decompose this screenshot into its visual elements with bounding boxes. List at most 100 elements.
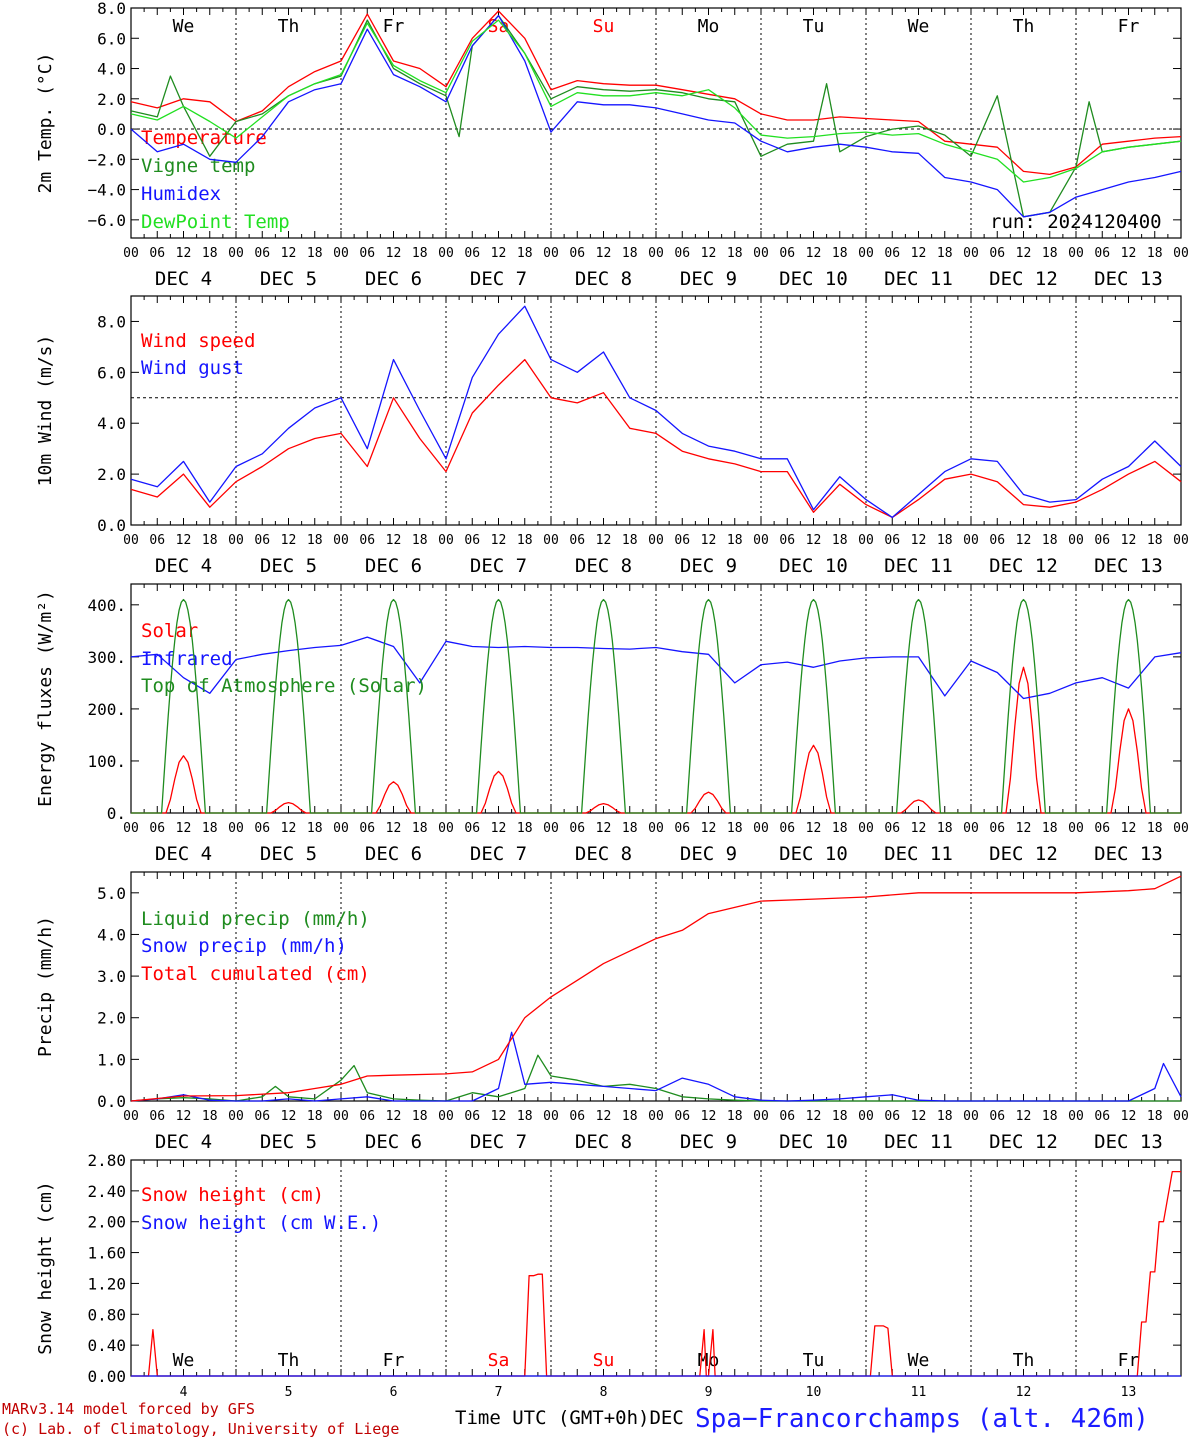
x-tick-label: 18 bbox=[412, 821, 428, 836]
x-tick-label: 00 bbox=[123, 821, 139, 836]
day-number-label: 4 bbox=[180, 1385, 188, 1400]
y-tick-label: 400. bbox=[87, 596, 126, 615]
x-tick-label: 00 bbox=[963, 821, 979, 836]
x-tick-label: 12 bbox=[281, 533, 297, 548]
date-label: DEC 10 bbox=[779, 843, 848, 865]
day-number-label: 13 bbox=[1121, 1385, 1137, 1400]
x-tick-label: 06 bbox=[779, 533, 795, 548]
series-line bbox=[130, 10, 1182, 176]
legend-entry: Total cumulated (cm) bbox=[141, 963, 370, 985]
date-label: DEC 7 bbox=[470, 1131, 527, 1153]
date-label: DEC 8 bbox=[575, 843, 632, 865]
x-tick-label: 18 bbox=[937, 1109, 953, 1124]
weekday-label: We bbox=[173, 1350, 195, 1371]
legend-entry: Liquid precip (mm/h) bbox=[141, 908, 370, 930]
x-tick-label: 00 bbox=[123, 246, 139, 261]
x-tick-label: 06 bbox=[464, 533, 480, 548]
x-tick-label: 06 bbox=[149, 1109, 165, 1124]
weekday-label: Fr bbox=[383, 1350, 405, 1371]
date-label: DEC 5 bbox=[260, 1131, 317, 1153]
x-tick-label: 06 bbox=[359, 1109, 375, 1124]
legend-entry: Snow precip (mm/h) bbox=[141, 935, 347, 957]
y-tick-label: −4.0 bbox=[87, 181, 126, 200]
run-label: run: 2024120400 bbox=[990, 211, 1162, 233]
date-label: DEC 9 bbox=[680, 268, 737, 290]
day-number-label: 6 bbox=[390, 1385, 398, 1400]
y-tick-label: 8.0 bbox=[97, 312, 126, 331]
station-label: Spa−Francorchamps (alt. 426m) bbox=[695, 1404, 1149, 1434]
x-tick-label: 12 bbox=[911, 821, 927, 836]
x-tick-label: 00 bbox=[858, 246, 874, 261]
date-label: DEC 11 bbox=[884, 843, 953, 865]
y-tick-label: 4.0 bbox=[97, 925, 126, 944]
x-tick-label: 18 bbox=[202, 533, 218, 548]
date-label: DEC 4 bbox=[155, 268, 212, 290]
x-tick-label: 18 bbox=[832, 821, 848, 836]
weekday-label: Th bbox=[278, 1350, 300, 1371]
x-tick-label: 18 bbox=[622, 821, 638, 836]
plot-frame bbox=[130, 871, 1182, 1102]
x-tick-label: 12 bbox=[1121, 821, 1137, 836]
series-line bbox=[130, 305, 1182, 519]
weekday-label: Su bbox=[593, 1350, 615, 1371]
x-tick-label: 00 bbox=[1173, 821, 1189, 836]
weekday-label: Fr bbox=[1118, 16, 1140, 37]
day-number-label: 11 bbox=[911, 1385, 927, 1400]
y-tick-label: 3.0 bbox=[97, 967, 126, 986]
y-axis-label: Snow height (cm) bbox=[35, 1181, 56, 1354]
day-number-label: 10 bbox=[806, 1385, 822, 1400]
day-number-label: 8 bbox=[600, 1385, 608, 1400]
x-tick-label: 12 bbox=[806, 246, 822, 261]
y-tick-label: 1.60 bbox=[87, 1244, 126, 1263]
x-tick-label: 00 bbox=[543, 246, 559, 261]
weekday-label: Tu bbox=[803, 1350, 825, 1371]
energy-flux-panel: 0. 100. 200. 300. 400. Energy fluxes (W/m²) 00… bbox=[35, 583, 1189, 865]
x-tick-label: 06 bbox=[1094, 821, 1110, 836]
x-tick-label: 12 bbox=[701, 246, 717, 261]
x-tick-label: 06 bbox=[149, 533, 165, 548]
weekday-label: We bbox=[908, 16, 930, 37]
x-tick-label: 00 bbox=[333, 246, 349, 261]
x-tick-label: 06 bbox=[1094, 1109, 1110, 1124]
x-tick-label: 18 bbox=[832, 533, 848, 548]
weekday-label: Th bbox=[278, 16, 300, 37]
x-tick-label: 00 bbox=[1173, 533, 1189, 548]
x-tick-label: 06 bbox=[779, 821, 795, 836]
weekday-label: We bbox=[908, 1350, 930, 1371]
x-tick-label: 06 bbox=[779, 246, 795, 261]
date-label: DEC 8 bbox=[575, 1131, 632, 1153]
x-tick-label: 06 bbox=[254, 533, 270, 548]
x-tick-label: 00 bbox=[858, 533, 874, 548]
x-tick-label: 12 bbox=[1016, 821, 1032, 836]
x-tick-label: 06 bbox=[674, 821, 690, 836]
legend-entry: Snow height (cm) bbox=[141, 1184, 324, 1206]
x-tick-label: 00 bbox=[753, 1109, 769, 1124]
legend-entry: Wind speed bbox=[141, 330, 255, 352]
date-label: DEC 10 bbox=[779, 1131, 848, 1153]
x-tick-label: 06 bbox=[254, 1109, 270, 1124]
y-tick-label: 100. bbox=[87, 752, 126, 771]
x-tick-label: 18 bbox=[622, 246, 638, 261]
date-label: DEC 11 bbox=[884, 555, 953, 577]
y-tick-label: 0.40 bbox=[87, 1336, 126, 1355]
y-tick-label: 2.80 bbox=[87, 1151, 126, 1170]
weekday-label: We bbox=[173, 16, 195, 37]
series-line bbox=[130, 636, 1182, 700]
x-tick-label: 00 bbox=[648, 1109, 664, 1124]
y-tick-label: 200. bbox=[87, 700, 126, 719]
date-label: DEC 13 bbox=[1094, 1131, 1163, 1153]
x-tick-label: 18 bbox=[517, 533, 533, 548]
x-tick-label: 06 bbox=[359, 821, 375, 836]
legend-entry: Humidex bbox=[141, 183, 221, 205]
x-tick-label: 06 bbox=[569, 533, 585, 548]
x-tick-label: 00 bbox=[1068, 246, 1084, 261]
x-tick-label: 12 bbox=[1016, 533, 1032, 548]
date-label: DEC 13 bbox=[1094, 843, 1163, 865]
x-tick-label: 00 bbox=[648, 533, 664, 548]
x-tick-label: 00 bbox=[753, 821, 769, 836]
legend-entry: Solar bbox=[141, 620, 198, 642]
date-label: DEC 8 bbox=[575, 555, 632, 577]
date-label: DEC 5 bbox=[260, 555, 317, 577]
y-tick-label: 300. bbox=[87, 648, 126, 667]
